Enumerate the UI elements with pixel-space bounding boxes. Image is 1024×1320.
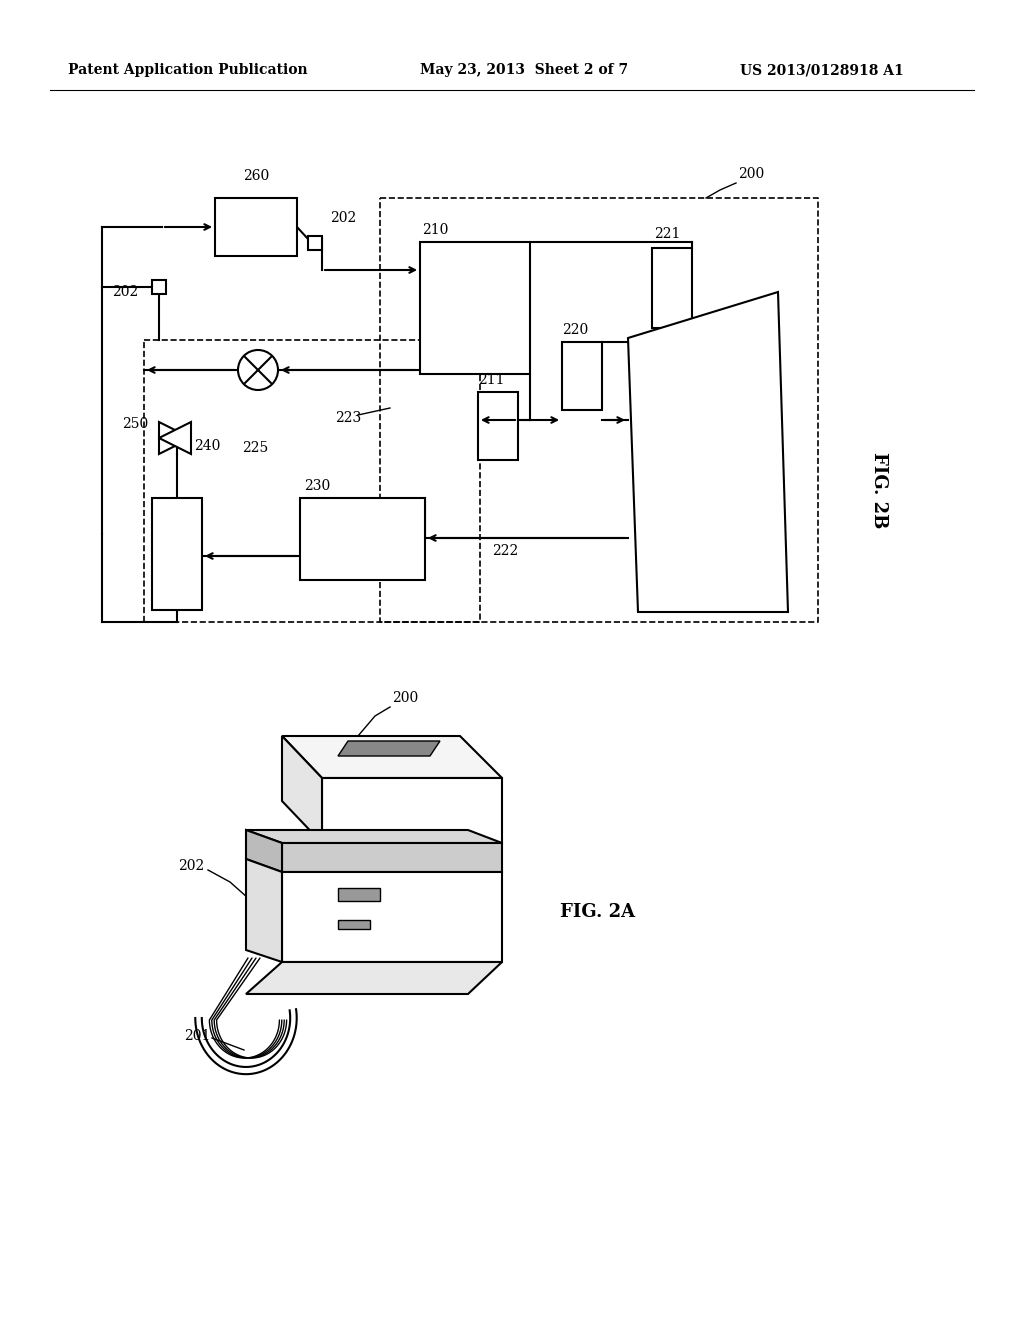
Text: 200: 200 (392, 690, 418, 705)
Polygon shape (246, 830, 502, 843)
Polygon shape (282, 843, 502, 873)
Text: 201: 201 (183, 1030, 210, 1043)
FancyBboxPatch shape (215, 198, 297, 256)
FancyBboxPatch shape (562, 342, 602, 411)
FancyBboxPatch shape (300, 498, 425, 579)
Text: 222: 222 (492, 544, 518, 558)
FancyBboxPatch shape (152, 280, 166, 294)
Polygon shape (159, 422, 191, 454)
Text: 210: 210 (422, 223, 449, 238)
Text: 202: 202 (330, 211, 356, 224)
Text: FIG. 2B: FIG. 2B (870, 451, 888, 528)
Polygon shape (282, 737, 502, 777)
FancyBboxPatch shape (420, 242, 530, 374)
Text: 240: 240 (194, 440, 220, 453)
Text: 202: 202 (178, 859, 204, 873)
Text: 250: 250 (122, 417, 148, 432)
Text: 202: 202 (112, 285, 138, 300)
Text: May 23, 2013  Sheet 2 of 7: May 23, 2013 Sheet 2 of 7 (420, 63, 628, 77)
FancyBboxPatch shape (338, 888, 380, 902)
Polygon shape (282, 873, 502, 962)
Circle shape (238, 350, 278, 389)
Polygon shape (246, 962, 502, 994)
Polygon shape (159, 422, 191, 454)
Text: 211: 211 (478, 374, 505, 387)
Text: 220: 220 (562, 323, 588, 337)
FancyBboxPatch shape (338, 920, 370, 929)
Text: 225: 225 (242, 441, 268, 455)
Polygon shape (246, 859, 282, 962)
Text: US 2013/0128918 A1: US 2013/0128918 A1 (740, 63, 904, 77)
FancyBboxPatch shape (652, 248, 692, 327)
Text: 223: 223 (335, 411, 361, 425)
Polygon shape (338, 741, 440, 756)
Text: Patent Application Publication: Patent Application Publication (68, 63, 307, 77)
FancyBboxPatch shape (308, 236, 322, 249)
FancyBboxPatch shape (478, 392, 518, 459)
Polygon shape (282, 737, 322, 843)
FancyBboxPatch shape (152, 498, 202, 610)
Polygon shape (322, 777, 502, 843)
Text: 200: 200 (738, 168, 764, 181)
Text: 221: 221 (654, 227, 680, 242)
Text: 260: 260 (243, 169, 269, 183)
Text: FIG. 2A: FIG. 2A (560, 903, 635, 921)
Polygon shape (628, 292, 788, 612)
Text: 230: 230 (304, 479, 331, 492)
Polygon shape (246, 830, 282, 873)
